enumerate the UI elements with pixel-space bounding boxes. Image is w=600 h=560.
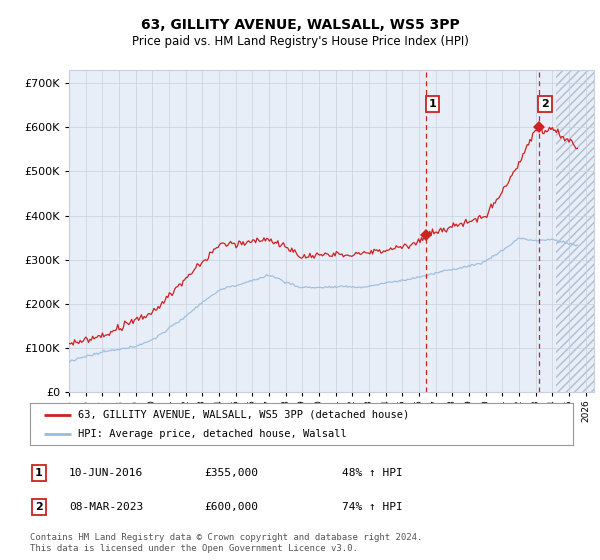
- Text: 10-JUN-2016: 10-JUN-2016: [69, 468, 143, 478]
- Text: 2: 2: [35, 502, 43, 512]
- Bar: [556, 70, 594, 392]
- Text: 74% ↑ HPI: 74% ↑ HPI: [342, 502, 403, 512]
- Text: 48% ↑ HPI: 48% ↑ HPI: [342, 468, 403, 478]
- Text: £355,000: £355,000: [204, 468, 258, 478]
- Text: 1: 1: [35, 468, 43, 478]
- Text: 2: 2: [541, 99, 549, 109]
- Text: £600,000: £600,000: [204, 502, 258, 512]
- Text: 1: 1: [429, 99, 437, 109]
- Text: Contains HM Land Registry data © Crown copyright and database right 2024.
This d: Contains HM Land Registry data © Crown c…: [30, 534, 422, 553]
- Text: 63, GILLITY AVENUE, WALSALL, WS5 3PP: 63, GILLITY AVENUE, WALSALL, WS5 3PP: [140, 18, 460, 32]
- Text: 63, GILLITY AVENUE, WALSALL, WS5 3PP (detached house): 63, GILLITY AVENUE, WALSALL, WS5 3PP (de…: [78, 409, 409, 419]
- Text: HPI: Average price, detached house, Walsall: HPI: Average price, detached house, Wals…: [78, 429, 347, 439]
- Text: Price paid vs. HM Land Registry's House Price Index (HPI): Price paid vs. HM Land Registry's House …: [131, 35, 469, 49]
- Text: 08-MAR-2023: 08-MAR-2023: [69, 502, 143, 512]
